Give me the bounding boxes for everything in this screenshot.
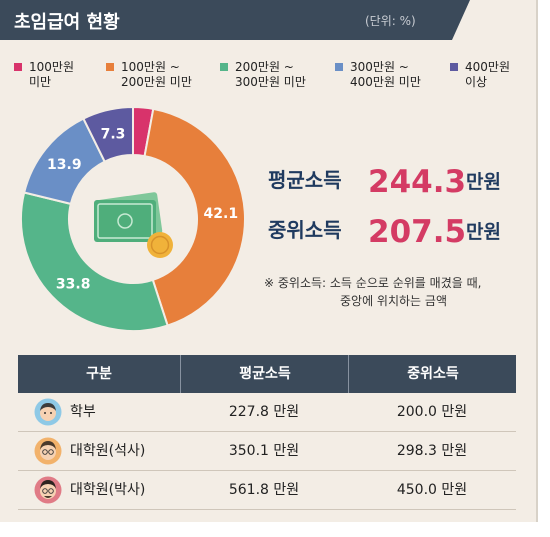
row-category: 학부	[18, 393, 180, 431]
legend-label: 이상	[465, 75, 488, 89]
donut-value-label: 7.3	[101, 126, 126, 142]
donut-chart: 2.9 42.1 33.8 13.9 7.3	[20, 104, 246, 332]
donut-slice	[82, 105, 134, 163]
doctorate-avatar-icon	[34, 476, 62, 504]
legend-label: 400만원	[465, 60, 510, 74]
legend-label: 300만원 미만	[235, 75, 306, 89]
chart-legend: 100만원 미만 100만원 ~ 200만원 미만 200만원 ~ 300만원 …	[14, 60, 534, 100]
legend-item: 400만원 이상	[450, 60, 510, 90]
page-title: 초임급여 현황	[14, 12, 120, 33]
median-income-cell: 298.3 만원	[396, 443, 468, 459]
donut-value-label: 2.9	[132, 104, 157, 108]
average-income-value: 244.3	[368, 164, 467, 200]
legend-label: 400만원 미만	[350, 75, 421, 89]
average-income-stat: 평균소득 244.3 만원	[268, 160, 528, 200]
median-income-cell: 200.0 만원	[396, 404, 468, 420]
legend-label: 200만원 ~	[235, 60, 294, 74]
legend-label: 100만원 ~	[121, 60, 180, 74]
table-row: 대학원(박사) 561.8 만원 450.0 만원	[18, 471, 516, 510]
row-label: 대학원(박사)	[70, 482, 146, 498]
legend-swatch	[106, 63, 114, 71]
median-income-stat: 중위소득 207.5 만원	[268, 210, 528, 250]
column-header: 평균소득	[180, 355, 349, 393]
salary-infographic: 초임급여 현황 (단위: %) 100만원 미만 100만원 ~ 200만원 미…	[0, 0, 538, 522]
donut-value-label: 13.9	[47, 157, 82, 173]
legend-swatch	[335, 63, 343, 71]
average-income-cell: 350.1 만원	[228, 443, 300, 459]
legend-item: 100만원 미만	[14, 60, 74, 90]
row-label: 학부	[70, 404, 96, 420]
money-icon	[94, 192, 173, 258]
legend-swatch	[14, 63, 22, 71]
student-avatar-icon	[34, 398, 62, 426]
legend-label: 300만원 ~	[350, 60, 409, 74]
median-income-unit: 만원	[466, 221, 501, 243]
legend-label: 200만원 미만	[121, 75, 192, 89]
table-header: 구분 평균소득 중위소득	[18, 355, 516, 393]
legend-swatch	[450, 63, 458, 71]
row-category: 대학원(박사)	[18, 471, 180, 509]
title-bar: 초임급여 현황 (단위: %)	[0, 0, 470, 40]
donut-value-label: 42.1	[204, 206, 239, 222]
legend-label: 100만원	[29, 60, 74, 74]
column-header: 구분	[86, 366, 112, 382]
average-income-cell: 227.8 만원	[228, 404, 300, 420]
note-line: ※ 중위소득: 소득 순으로 순위를 매겼을 때,	[264, 276, 482, 290]
row-label: 대학원(석사)	[70, 443, 146, 459]
legend-item: 100만원 ~ 200만원 미만	[106, 60, 192, 90]
legend-label: 미만	[29, 75, 52, 89]
average-income-cell: 561.8 만원	[228, 482, 300, 498]
note-line: 중앙에 위치하는 금액	[340, 294, 447, 308]
table-row: 대학원(석사) 350.1 만원 298.3 만원	[18, 432, 516, 471]
legend-swatch	[220, 63, 228, 71]
average-income-label: 평균소득	[268, 168, 342, 192]
masters-avatar-icon	[34, 437, 62, 465]
table-row: 학부 227.8 만원 200.0 만원	[18, 393, 516, 432]
donut-value-label: 33.8	[56, 277, 91, 293]
median-definition-note: ※ 중위소득: 소득 순으로 순위를 매겼을 때, 중앙에 위치하는 금액	[264, 274, 534, 310]
legend-item: 200만원 ~ 300만원 미만	[220, 60, 306, 90]
row-category: 대학원(석사)	[18, 432, 180, 470]
column-header: 중위소득	[348, 355, 517, 393]
median-income-value: 207.5	[368, 214, 467, 250]
median-income-label: 중위소득	[268, 218, 342, 242]
average-income-unit: 만원	[466, 171, 501, 193]
unit-label: (단위: %)	[365, 14, 416, 28]
donut-slice	[143, 107, 246, 327]
legend-item: 300만원 ~ 400만원 미만	[335, 60, 421, 90]
median-income-cell: 450.0 만원	[396, 482, 468, 498]
donut-slice	[20, 191, 169, 332]
